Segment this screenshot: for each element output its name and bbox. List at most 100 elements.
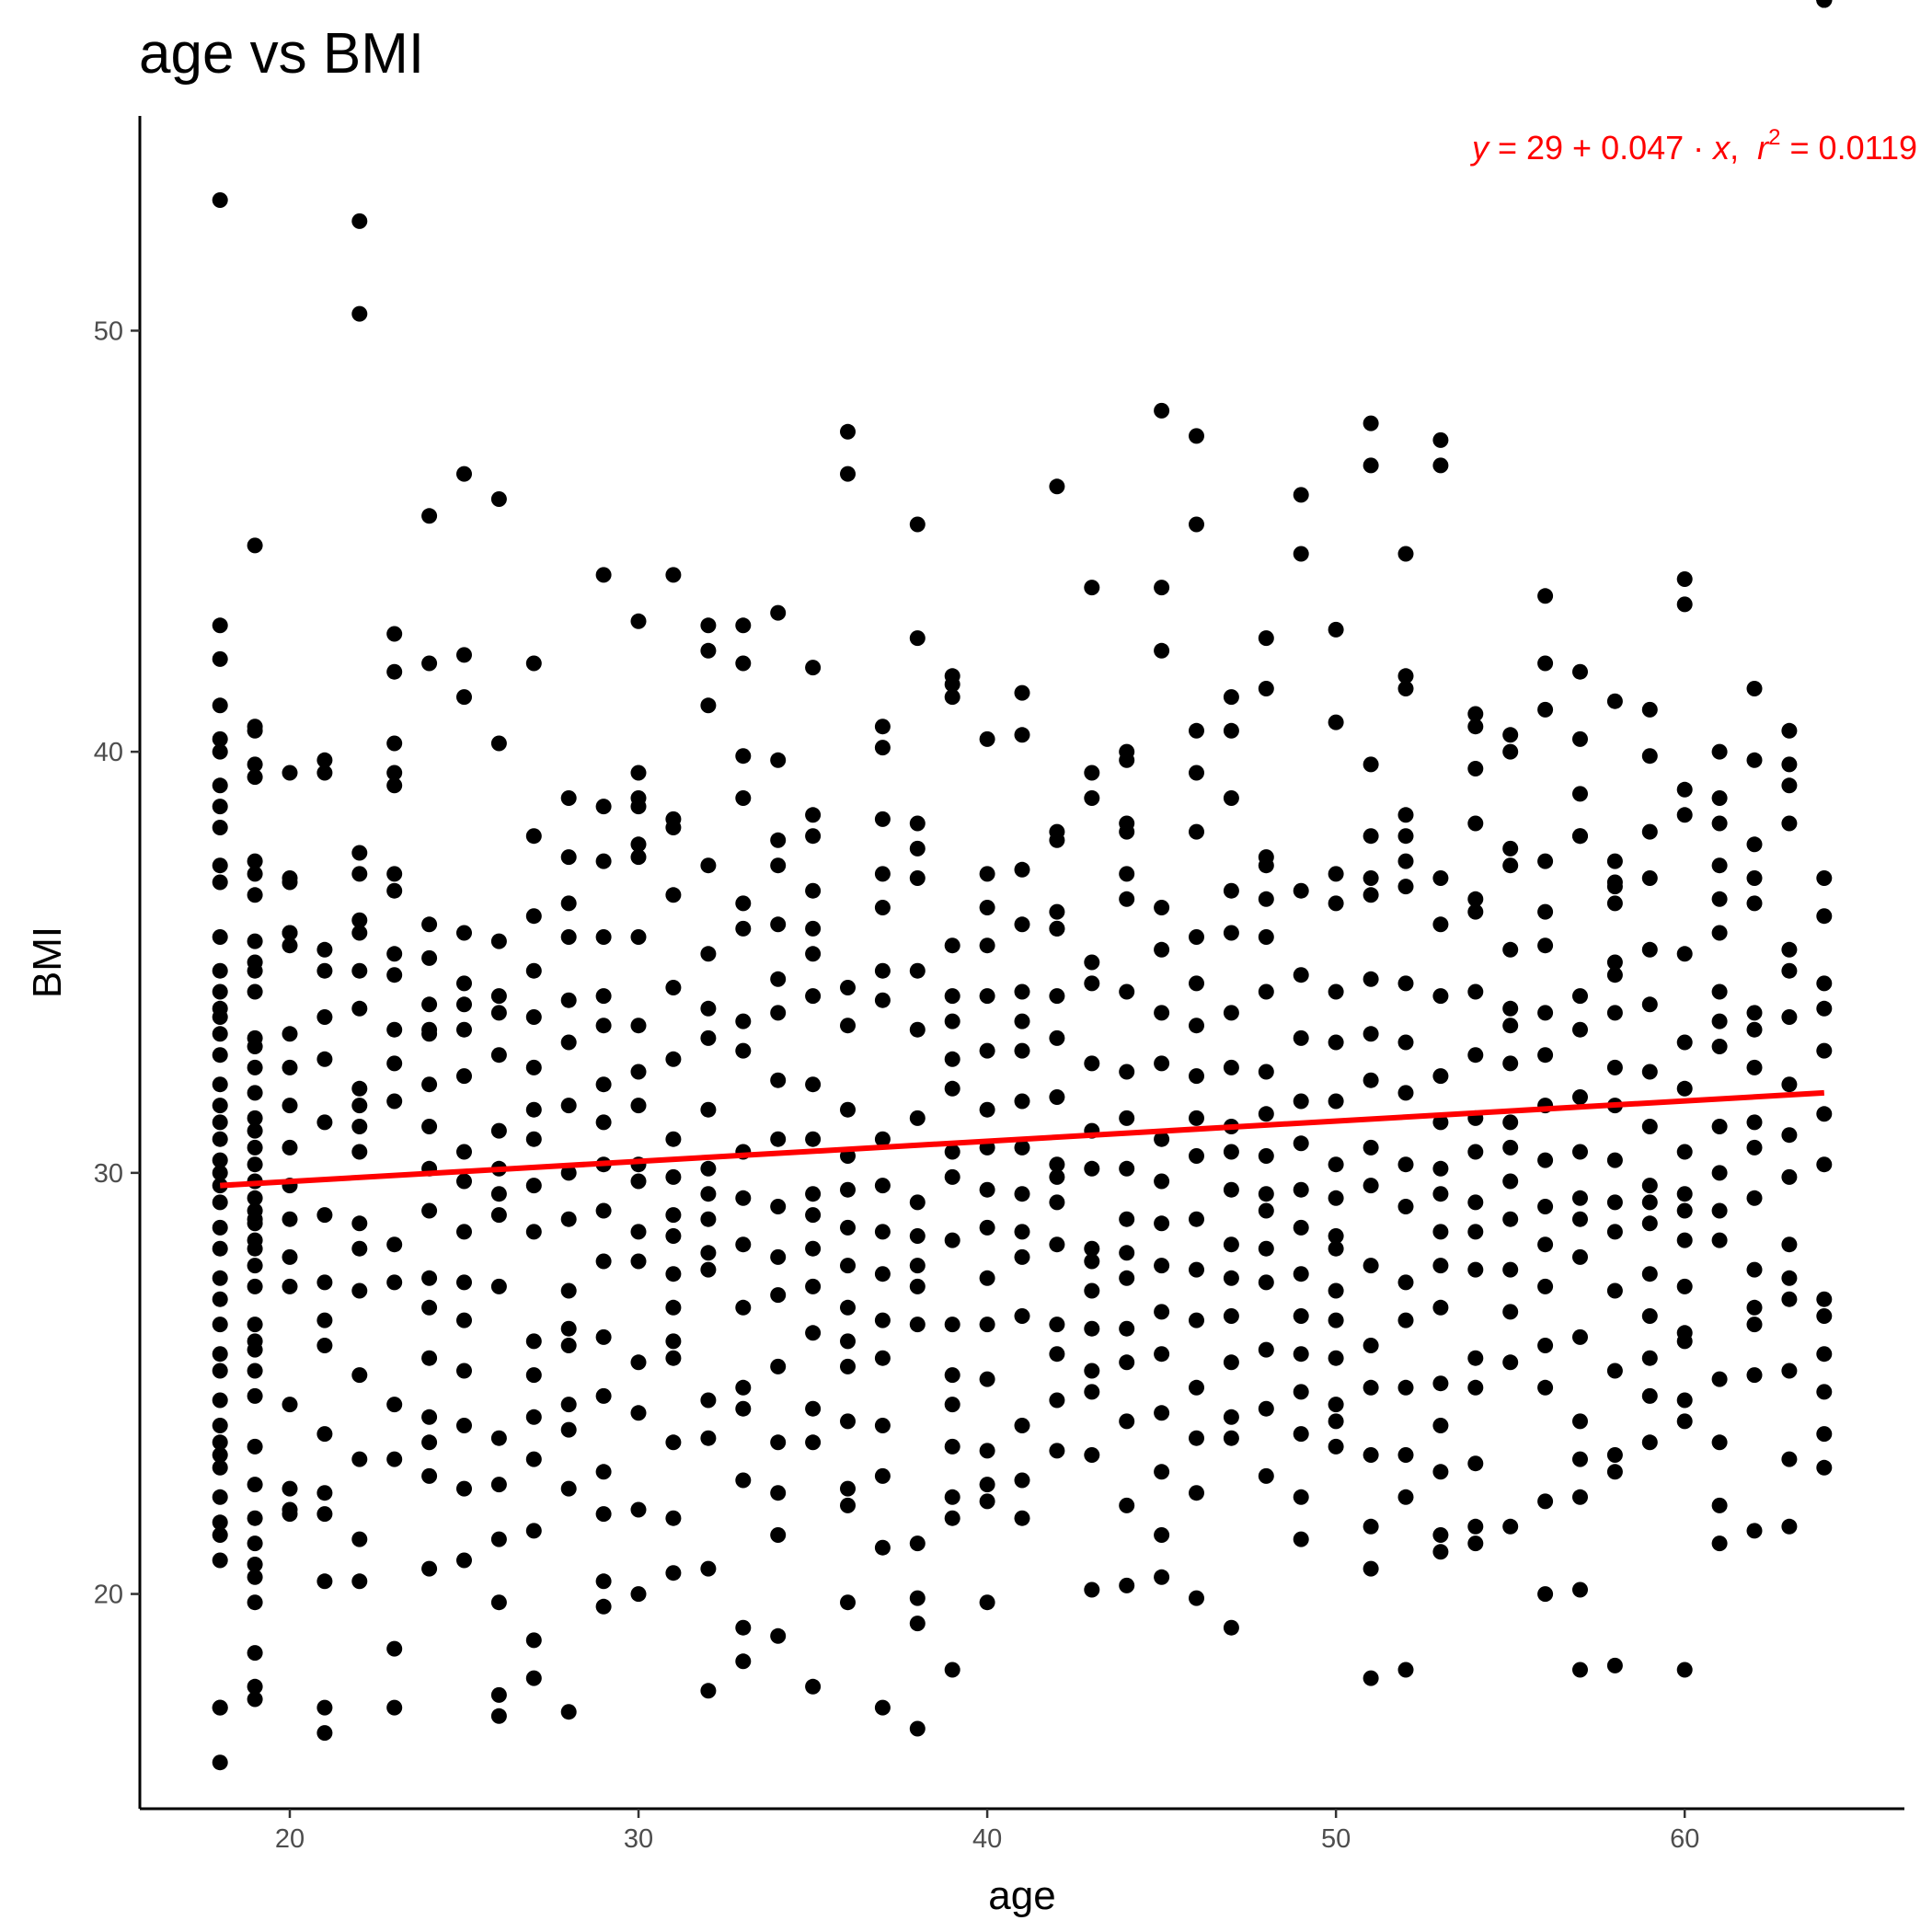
data-point — [840, 1480, 856, 1497]
data-point — [630, 1501, 647, 1518]
data-point — [316, 1573, 333, 1590]
data-point — [1049, 903, 1065, 920]
data-point — [1223, 925, 1239, 941]
data-point — [1816, 870, 1833, 886]
data-point — [1397, 1085, 1414, 1101]
data-point — [630, 1173, 647, 1190]
data-point — [421, 949, 438, 966]
data-point — [665, 1266, 682, 1282]
data-point — [351, 305, 368, 322]
data-point — [247, 1232, 263, 1248]
data-point — [1328, 1093, 1344, 1110]
data-point — [1258, 891, 1274, 907]
data-point — [1084, 1253, 1100, 1270]
data-point — [212, 1009, 228, 1025]
data-point — [1189, 975, 1204, 992]
data-point — [525, 1131, 542, 1147]
data-point — [1119, 1110, 1135, 1126]
equation-x-symbol: x — [1711, 129, 1731, 167]
data-point — [1641, 1119, 1658, 1134]
data-point — [1606, 1657, 1623, 1673]
data-point — [1781, 1009, 1798, 1025]
data-point — [1537, 1379, 1554, 1396]
data-point — [1641, 1308, 1658, 1324]
data-point — [386, 1274, 403, 1291]
data-point — [1711, 1119, 1728, 1134]
data-point — [456, 1144, 472, 1160]
data-point — [316, 1699, 333, 1716]
data-point — [840, 1018, 856, 1034]
data-point — [1049, 823, 1065, 840]
data-point — [1258, 630, 1274, 647]
data-point — [630, 1405, 647, 1421]
data-point — [1502, 1055, 1519, 1072]
data-point — [525, 655, 542, 672]
data-point — [1641, 701, 1658, 718]
data-point — [1293, 1308, 1309, 1324]
data-point — [1676, 1278, 1693, 1294]
data-point — [247, 1190, 263, 1206]
data-point — [1537, 853, 1554, 869]
data-point — [665, 1051, 682, 1067]
data-point — [1816, 1384, 1833, 1400]
data-point — [316, 765, 333, 781]
data-point — [1746, 752, 1763, 768]
data-point — [1119, 815, 1135, 832]
data-point — [735, 790, 752, 806]
data-point — [1328, 621, 1344, 638]
data-point — [770, 1485, 787, 1501]
data-point — [1816, 1308, 1833, 1324]
data-point — [1467, 903, 1484, 920]
data-point — [1711, 1039, 1728, 1054]
data-point — [1432, 1224, 1449, 1240]
data-point — [247, 1139, 263, 1156]
data-point — [386, 1640, 403, 1657]
data-point — [874, 962, 891, 979]
data-point — [805, 1240, 822, 1257]
data-point — [1049, 478, 1065, 495]
data-point — [1049, 1029, 1065, 1046]
data-point — [1537, 937, 1554, 954]
data-point — [212, 1114, 228, 1131]
data-point — [1816, 1426, 1833, 1443]
data-point — [1746, 836, 1763, 853]
data-point — [1328, 1438, 1344, 1455]
data-point — [212, 799, 228, 815]
data-point — [1641, 823, 1658, 840]
data-point — [1606, 967, 1623, 983]
data-point — [1467, 1144, 1484, 1160]
data-point — [560, 1397, 577, 1413]
data-point — [1781, 1291, 1798, 1307]
data-point — [1014, 1093, 1030, 1110]
data-point — [770, 1287, 787, 1304]
data-point — [770, 1005, 787, 1021]
data-point — [665, 1131, 682, 1147]
data-point — [1258, 929, 1274, 945]
data-point — [700, 1160, 717, 1177]
data-point — [1189, 1018, 1204, 1034]
data-point — [735, 748, 752, 765]
data-point — [1363, 1258, 1379, 1274]
data-point — [247, 769, 263, 786]
data-point — [1258, 1064, 1274, 1080]
data-point — [1502, 1211, 1519, 1227]
data-point — [1676, 1144, 1693, 1160]
data-point — [1363, 1178, 1379, 1194]
data-point — [351, 1119, 368, 1134]
data-point — [1084, 790, 1100, 806]
data-point — [1363, 828, 1379, 845]
data-point — [595, 1464, 612, 1480]
data-point — [1502, 1173, 1519, 1190]
data-point — [1641, 1434, 1658, 1451]
y-axis-title: BMI — [25, 926, 70, 998]
data-point — [909, 1228, 926, 1244]
data-point — [979, 866, 995, 882]
data-point — [247, 1317, 263, 1333]
data-point — [1502, 1018, 1519, 1034]
data-point — [1641, 870, 1658, 886]
data-point — [1467, 1194, 1484, 1211]
data-point — [1467, 983, 1484, 1000]
data-point — [351, 925, 368, 941]
data-point — [1432, 431, 1449, 448]
data-point — [1084, 1055, 1100, 1072]
